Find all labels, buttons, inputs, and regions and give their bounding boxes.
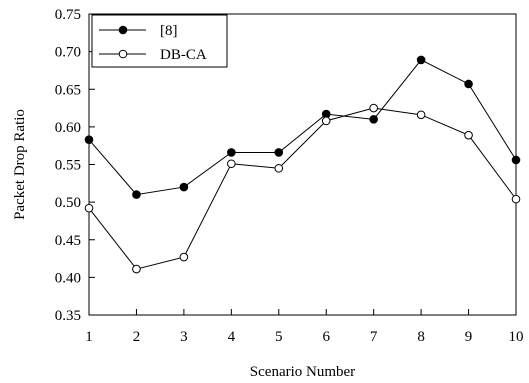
legend-box — [91, 14, 228, 68]
x-tick-label: 1 — [85, 329, 93, 345]
x-tick-label: 9 — [465, 329, 473, 345]
series-line — [88, 59, 517, 196]
legend-label: [8] — [160, 23, 178, 39]
x-tick-label: 5 — [275, 329, 283, 345]
filled-point — [132, 190, 141, 199]
series-layer — [84, 55, 521, 274]
filled-point — [511, 155, 521, 165]
y-tick-label: 0.55 — [55, 158, 81, 174]
x-tick-label: 4 — [228, 329, 236, 345]
y-tick-label: 0.45 — [55, 233, 81, 249]
filled-point — [227, 148, 236, 157]
x-tick-label: 7 — [370, 329, 378, 345]
series-line — [88, 107, 517, 270]
y-tick-label: 0.35 — [55, 308, 81, 324]
legend-label: DB-CA — [160, 47, 207, 63]
series-2 — [84, 103, 521, 274]
open-point — [179, 252, 189, 262]
x-axis-ticks: 1 2 3 4 5 6 7 8 9 10 — [85, 309, 524, 345]
y-axis-ticks: 0.35 0.40 0.45 0.50 0.55 0.60 0.65 0.70 0.75 — [55, 7, 95, 324]
filled-point — [369, 115, 378, 124]
x-tick-label: 6 — [322, 329, 330, 345]
y-tick-label: 0.70 — [55, 45, 81, 61]
x-tick-label: 2 — [133, 329, 141, 345]
open-point — [464, 130, 473, 140]
x-axis-title: Scenario Number — [250, 364, 355, 380]
y-tick-label: 0.60 — [55, 120, 81, 136]
legend: [8] DB-CA — [91, 14, 228, 68]
open-point — [274, 163, 284, 173]
x-tick-label: 10 — [509, 329, 524, 345]
x-tick-label: 8 — [417, 329, 425, 345]
open-point — [132, 264, 141, 274]
filled-point — [416, 55, 426, 65]
open-point — [369, 103, 378, 113]
x-tick-label: 3 — [180, 329, 188, 345]
filled-point — [179, 182, 189, 192]
y-tick-label: 0.65 — [55, 82, 81, 98]
open-point — [511, 194, 521, 204]
y-tick-label: 0.40 — [55, 270, 81, 286]
legend-open-marker — [118, 49, 128, 59]
filled-point — [84, 135, 94, 144]
open-point — [227, 159, 236, 169]
open-point — [416, 110, 426, 120]
filled-point — [274, 148, 284, 157]
y-axis-title: Packet Drop Ratio — [12, 109, 28, 220]
filled-point — [464, 79, 473, 89]
y-tick-label: 0.50 — [55, 195, 81, 211]
series-1 — [84, 55, 521, 199]
legend-filled-marker — [118, 25, 128, 35]
open-point — [321, 116, 331, 126]
open-point — [84, 203, 94, 213]
y-tick-label: 0.75 — [55, 7, 81, 23]
